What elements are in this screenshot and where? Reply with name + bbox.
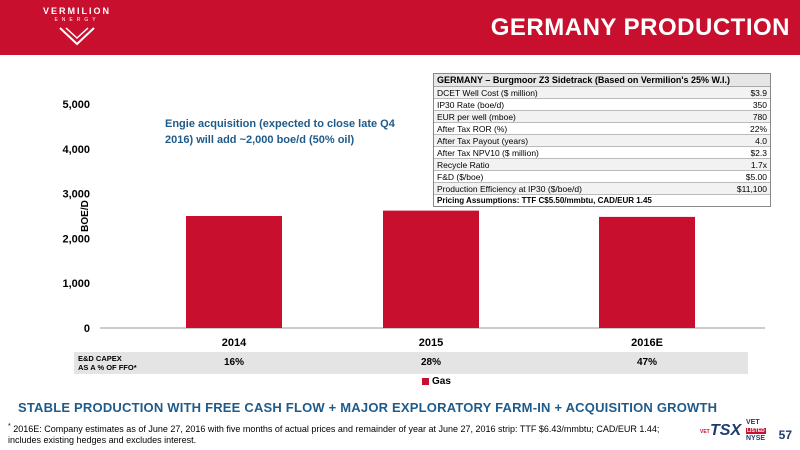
- table-row-label: F&D ($/boe): [437, 172, 484, 182]
- y-tick-label: 2,000: [62, 233, 90, 245]
- table-row-label: Production Efficiency at IP30 ($/boe/d): [437, 184, 582, 194]
- chart-legend: Gas: [422, 376, 451, 387]
- table-row: F&D ($/boe) $5.00: [434, 171, 770, 183]
- capex-value-2015: 28%: [420, 357, 442, 368]
- table-row-value: $2.3: [750, 148, 767, 158]
- table-title: GERMANY – Burgmoor Z3 Sidetrack (Based o…: [434, 74, 770, 87]
- y-tick-label: 5,000: [62, 99, 90, 111]
- x-axis-labels: 2014 2015 2016E: [222, 337, 663, 349]
- legend-label-gas: Gas: [432, 376, 451, 387]
- acquisition-annotation: Engie acquisition (expected to close lat…: [165, 118, 395, 146]
- table-row-value: $3.9: [750, 88, 767, 98]
- capex-label-line2: AS A % OF FFO*: [78, 363, 137, 372]
- footnote-text: 2016E: Company estimates as of June 27, …: [8, 424, 660, 445]
- capex-label-line1: E&D CAPEX: [78, 354, 122, 363]
- capex-label: E&D CAPEX AS A % OF FFO*: [78, 354, 137, 372]
- economics-table: GERMANY – Burgmoor Z3 Sidetrack (Based o…: [433, 73, 771, 207]
- header-bar: VERMILION ENERGY GERMANY PRODUCTION: [0, 0, 800, 55]
- table-row-value: $11,100: [736, 184, 767, 194]
- x-tick-label: 2014: [222, 337, 247, 349]
- footnote: * 2016E: Company estimates as of June 27…: [8, 421, 668, 446]
- logo-name: VERMILION: [42, 6, 111, 16]
- vermilion-logo: VERMILION ENERGY: [22, 6, 132, 50]
- ticker-nyse: NYSE: [746, 435, 766, 442]
- y-tick-label: 1,000: [62, 278, 90, 290]
- x-tick-label: 2015: [419, 337, 443, 349]
- ticker-vet: VET: [746, 419, 760, 426]
- table-row-value: 350: [752, 100, 767, 110]
- y-tick-label: 3,000: [62, 189, 90, 201]
- table-row-label: IP30 Rate (boe/d): [437, 100, 505, 110]
- y-axis-label: BOE/D: [80, 200, 91, 232]
- table-row-label: Recycle Ratio: [437, 160, 490, 170]
- x-tick-label: 2016E: [631, 337, 663, 349]
- y-tick-label: 0: [84, 323, 90, 335]
- table-row: EUR per well (mboe) 780: [434, 111, 770, 123]
- bar-2016e: [599, 216, 695, 328]
- table-row: Recycle Ratio 1.7x: [434, 159, 770, 171]
- logo-mark-icon: [59, 27, 95, 46]
- table-row-value: 22%: [749, 124, 767, 134]
- capex-value-2016e: 47%: [636, 357, 658, 368]
- y-tick-label: 4,000: [62, 144, 90, 156]
- table-row: Production Efficiency at IP30 ($/boe/d) $…: [434, 183, 770, 195]
- table-row-label: After Tax ROR (%): [437, 124, 508, 134]
- footnote-marker: *: [8, 423, 11, 430]
- table-row-label: After Tax NPV10 ($ million): [437, 148, 539, 158]
- table-row: DCET Well Cost ($ million) $3.9: [434, 87, 770, 99]
- table-row-label: DCET Well Cost ($ million): [437, 88, 538, 98]
- bar-2014: [186, 216, 282, 328]
- summary-banner: STABLE PRODUCTION WITH FREE CASH FLOW + …: [18, 400, 718, 415]
- table-row: After Tax Payout (years) 4.0: [434, 135, 770, 147]
- legend-swatch-gas: [422, 378, 429, 385]
- table-row-label: After Tax Payout (years): [437, 136, 529, 146]
- table-row-value: 1.7x: [750, 160, 767, 170]
- table-rows: DCET Well Cost ($ million) $3.9 IP30 Rate …: [434, 87, 770, 195]
- table-row-value: 780: [752, 112, 767, 122]
- page-number: 57: [778, 428, 792, 442]
- ticker-prefix: VET: [700, 429, 710, 435]
- capex-strip: E&D CAPEX AS A % OF FFO* 16% 28% 47%: [74, 352, 748, 374]
- table-row-label: EUR per well (mboe): [437, 112, 516, 122]
- capex-value-2014: 16%: [223, 357, 245, 368]
- bar-2015: [383, 210, 479, 328]
- ticker-tsx: TSX: [710, 422, 742, 439]
- logo-sub: ENERGY: [54, 17, 100, 23]
- ticker-listed: LISTED: [746, 428, 766, 434]
- bars: [186, 210, 695, 328]
- table-row-value: $5.00: [745, 172, 767, 182]
- ticker-badge: VET TSX VET LISTED NYSE: [700, 417, 770, 445]
- table-row: After Tax ROR (%) 22%: [434, 123, 770, 135]
- table-row: After Tax NPV10 ($ million) $2.3: [434, 147, 770, 159]
- table-footer: Pricing Assumptions: TTF C$5.50/mmbtu, C…: [437, 196, 652, 205]
- page-title: GERMANY PRODUCTION: [490, 14, 790, 41]
- table-row: IP30 Rate (boe/d) 350: [434, 99, 770, 111]
- table-row-value: 4.0: [755, 136, 767, 146]
